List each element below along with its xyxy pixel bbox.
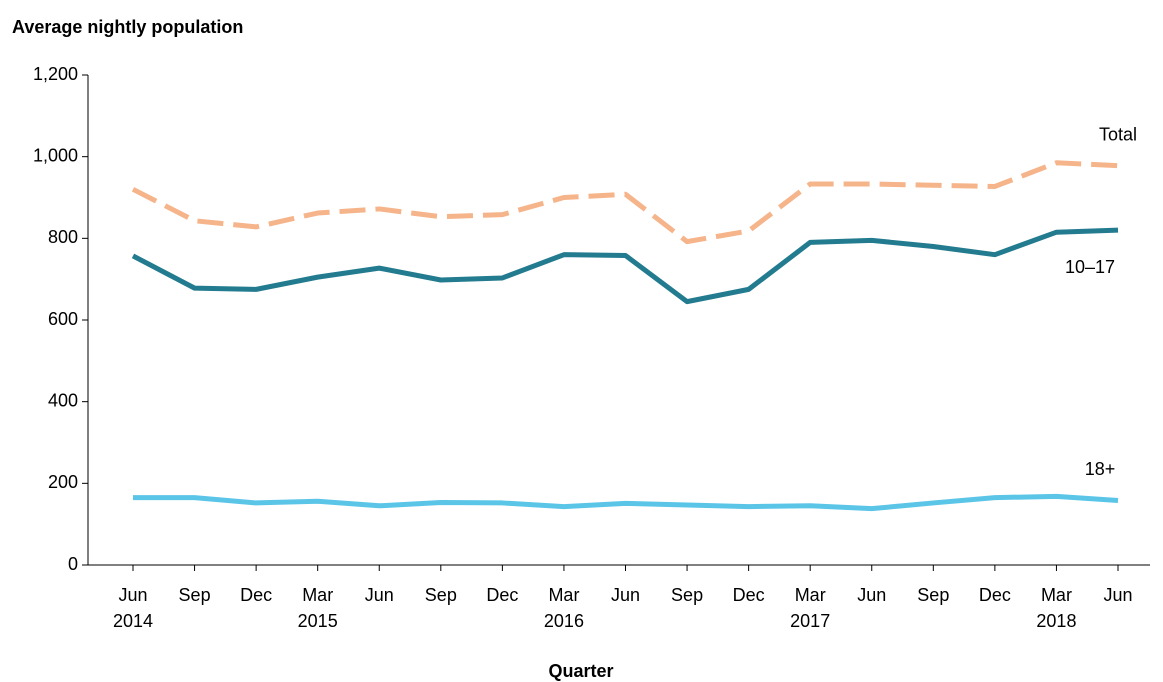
y-tick-label: 200 <box>48 472 78 492</box>
series-label: Total <box>1099 124 1137 144</box>
x-tick-label: Sep <box>671 585 704 605</box>
x-tick-label: Dec <box>486 585 519 605</box>
series-line <box>131 160 1119 245</box>
y-tick-label: 600 <box>48 309 78 329</box>
x-tick-label: Jun <box>1103 585 1133 605</box>
x-axis-title: Quarter <box>548 661 613 681</box>
x-tick-label: Sep <box>424 585 457 605</box>
series-label: 10–17 <box>1065 257 1115 277</box>
x-tick-label: Sep <box>178 585 211 605</box>
x-tick-label: Dec <box>978 585 1011 605</box>
x-tick-label: Jun <box>857 585 887 605</box>
x-tick-label: Mar 2018 <box>1036 585 1077 631</box>
x-tick-label: Jun 2014 <box>112 585 154 631</box>
x-tick-label: Mar 2016 <box>543 585 584 631</box>
y-axis-title: Average nightly population <box>12 17 243 37</box>
x-tick-label: Dec <box>240 585 273 605</box>
x-tick-label: Mar 2017 <box>790 585 831 631</box>
series-line <box>133 493 1119 512</box>
y-tick-label: 1,200 <box>33 64 78 84</box>
y-tick-label: 0 <box>68 554 78 574</box>
x-tick-label: Jun <box>610 585 641 605</box>
y-tick-label: 400 <box>48 390 78 410</box>
x-tick-label: Jun <box>364 585 394 605</box>
x-tick-label: Sep <box>917 585 950 605</box>
series-label: 18+ <box>1085 459 1116 479</box>
x-tick-label: Mar 2015 <box>297 585 338 631</box>
x-tick-label: Dec <box>732 585 765 605</box>
y-tick-label: 800 <box>48 227 78 247</box>
y-tick-label: 1,000 <box>33 145 78 165</box>
series-line <box>131 227 1119 305</box>
